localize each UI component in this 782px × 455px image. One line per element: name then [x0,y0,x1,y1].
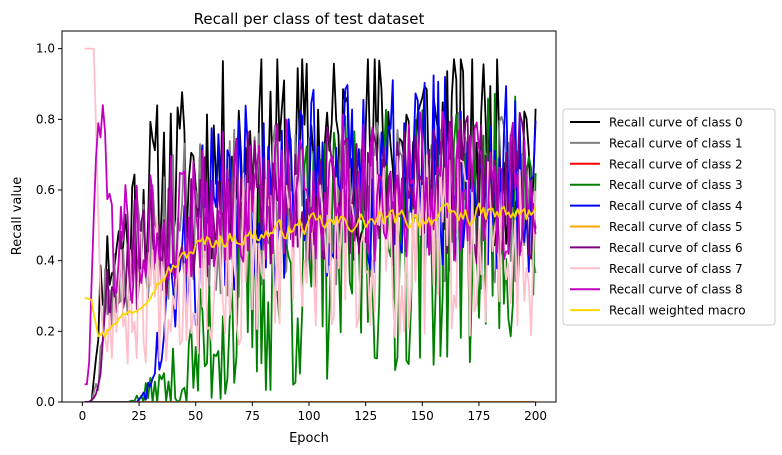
legend: Recall curve of class 0 Recall curve of c… [562,108,776,326]
x-tick-label: 150 [411,409,434,423]
legend-label: Recall curve of class 2 [609,157,743,171]
x-tick-label: 175 [468,409,491,423]
x-tick-label: 100 [298,409,321,423]
x-tick-label: 25 [131,409,146,423]
series-line-9 [84,202,537,338]
y-tick-label: 0.6 [36,183,55,197]
legend-frame [562,108,776,326]
y-tick-label: 0.0 [36,395,55,409]
x-axis-ticks: 0 25 50 75 100 125 150 175 200 [79,402,547,423]
x-tick-label: 125 [354,409,377,423]
chart-title: Recall per class of test dataset [194,10,425,28]
y-axis-label: Recall value [10,177,25,255]
y-tick-label: 0.2 [36,324,55,338]
series-line-3 [84,89,537,402]
legend-label: Recall curve of class 0 [609,116,743,130]
legend-label: Recall weighted macro [609,304,746,318]
legend-label: Recall curve of class 7 [609,262,743,276]
x-tick-label: 50 [188,409,203,423]
x-tick-label: 200 [524,409,547,423]
legend-label: Recall curve of class 5 [609,220,743,234]
series-layer [84,47,537,402]
legend-label: Recall curve of class 1 [609,136,743,150]
y-tick-label: 0.8 [36,112,55,126]
legend-label: Recall curve of class 3 [609,178,743,192]
x-tick-label: 75 [245,409,260,423]
x-tick-label: 0 [79,409,87,423]
series-line-8 [84,104,537,386]
y-tick-label: 0.4 [36,254,55,268]
series-line-6 [84,111,537,402]
y-tick-label: 1.0 [36,42,55,56]
x-axis-label: Epoch [289,431,329,446]
legend-label: Recall curve of class 6 [609,241,743,255]
legend-label: Recall curve of class 8 [609,283,743,297]
legend-label: Recall curve of class 4 [609,199,743,213]
y-axis-ticks: 0.0 0.2 0.4 0.6 0.8 1.0 [36,42,62,409]
